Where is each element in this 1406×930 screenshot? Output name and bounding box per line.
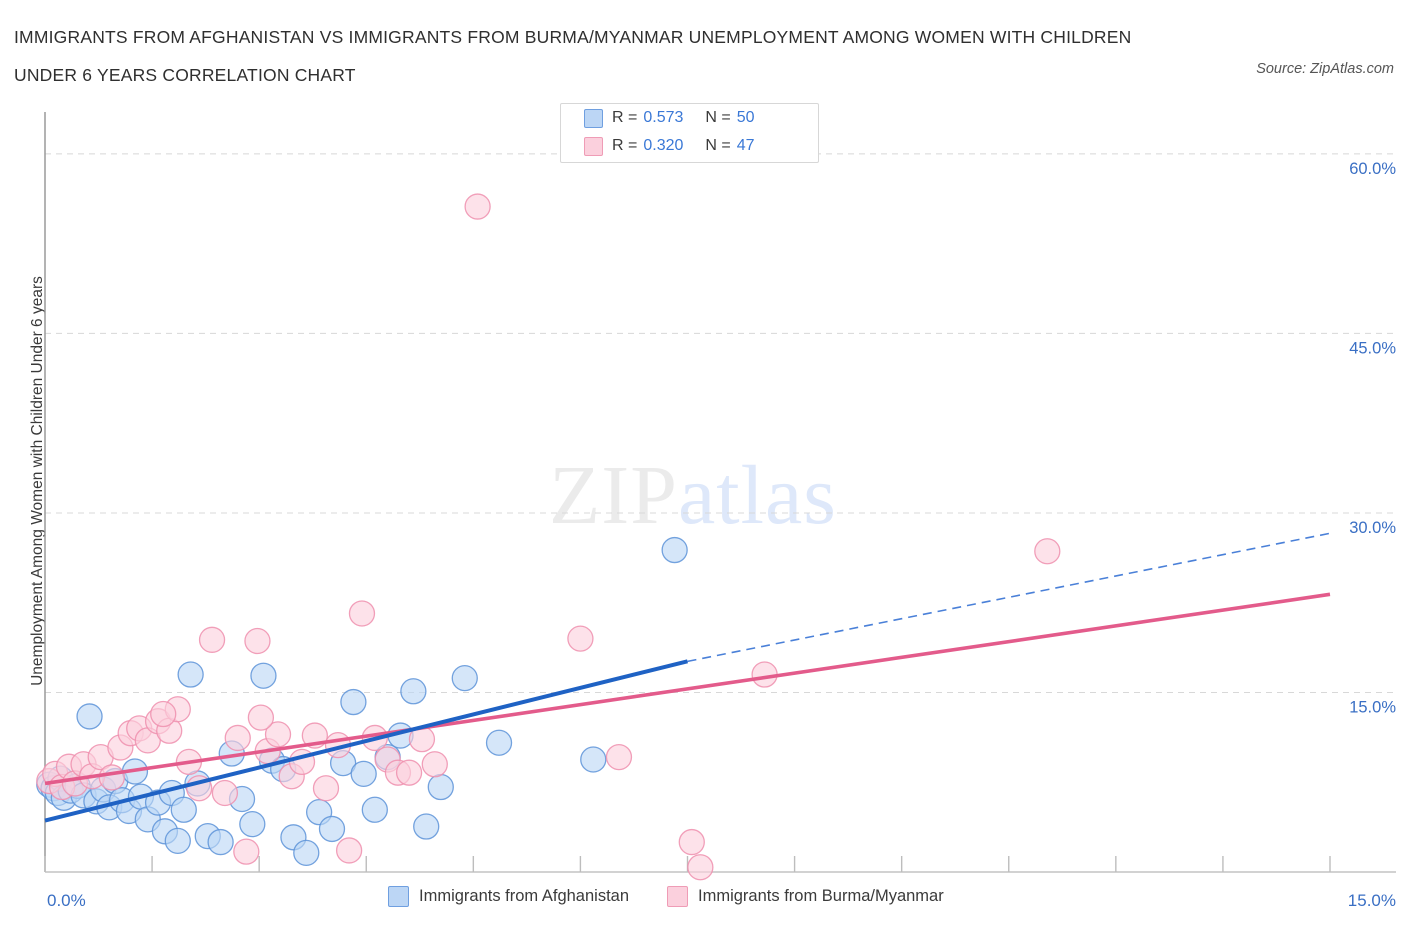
data-point[interactable] (413, 813, 440, 840)
data-point[interactable] (605, 743, 633, 771)
trend-line-burma (44, 592, 1331, 786)
data-point[interactable] (207, 828, 234, 856)
legend-label-burma: Immigrants from Burma/Myanmar (698, 887, 944, 905)
stats-r-value-pink: 0.320 (643, 137, 684, 154)
x-axis-tick-label-min: 0.0% (47, 891, 86, 910)
data-point[interactable] (177, 661, 204, 688)
data-point[interactable] (150, 700, 177, 728)
stats-n-value-pink: 47 (736, 137, 755, 154)
data-point[interactable] (312, 775, 340, 802)
legend-label-afghanistan: Immigrants from Afghanistan (419, 887, 630, 905)
stats-row-burma: R = 0.320 N = 47 (561, 132, 818, 160)
data-point[interactable] (76, 703, 103, 730)
data-point[interactable] (239, 810, 266, 838)
data-point[interactable] (485, 729, 513, 756)
x-axis-tick-label-max: 15.0% (1348, 891, 1396, 910)
data-point[interactable] (247, 704, 275, 731)
y-axis-tick-label: 30.0% (1349, 519, 1396, 537)
watermark: ZIPatlas (549, 447, 837, 544)
stats-n-value-blue: 50 (736, 109, 755, 126)
data-point[interactable] (335, 837, 363, 864)
data-point[interactable] (464, 193, 491, 220)
page-title: IMMIGRANTS FROM AFGHANISTAN VS IMMIGRANT… (14, 18, 1254, 94)
legend-item-afghanistan[interactable]: Immigrants from Afghanistan (388, 886, 629, 907)
chart-legend: Immigrants from Afghanistan Immigrants f… (388, 886, 982, 907)
page-title-line2: UNDER 6 YEARS CORRELATION CHART (14, 65, 356, 85)
data-point[interactable] (348, 600, 376, 627)
data-point[interactable] (678, 828, 705, 856)
data-point[interactable] (170, 796, 197, 823)
data-point[interactable] (264, 721, 292, 748)
stats-swatch-pink (584, 136, 603, 156)
data-point[interactable] (318, 815, 346, 843)
data-point[interactable] (98, 764, 125, 791)
data-point[interactable] (400, 678, 427, 705)
data-point[interactable] (224, 724, 251, 752)
watermark-zip: ZIP (549, 449, 678, 542)
data-point[interactable] (340, 688, 367, 716)
data-point[interactable] (451, 664, 478, 692)
data-point[interactable] (661, 536, 688, 564)
correlation-stats-box: R = 0.573 N = 50 R = 0.320 N = 47 (560, 103, 819, 163)
data-point[interactable] (427, 773, 454, 801)
y-axis-tick-label: 15.0% (1349, 698, 1396, 716)
data-point[interactable] (361, 796, 388, 823)
data-point[interactable] (244, 627, 271, 655)
data-point[interactable] (164, 827, 191, 855)
data-point[interactable] (293, 839, 320, 867)
source-attribution: Source: ZipAtlas.com (1256, 61, 1394, 77)
y-axis-tick-label: 60.0% (1349, 160, 1396, 178)
data-point[interactable] (687, 854, 714, 881)
stats-r-label-blue: R = (612, 109, 638, 126)
stats-swatch-blue (584, 108, 603, 128)
data-point[interactable] (580, 746, 607, 773)
stats-n-label-pink: N = (705, 137, 731, 154)
watermark-atlas: atlas (678, 449, 837, 542)
page-title-line1: IMMIGRANTS FROM AFGHANISTAN VS IMMIGRANT… (14, 27, 1132, 47)
legend-swatch-afghanistan (388, 886, 409, 907)
y-axis-tick-label: 45.0% (1349, 339, 1396, 357)
data-point[interactable] (567, 625, 594, 652)
stats-row-afghanistan: R = 0.573 N = 50 (561, 104, 818, 132)
stats-r-label-pink: R = (612, 137, 638, 154)
data-point[interactable] (421, 751, 448, 778)
series-afghanistan (36, 536, 688, 867)
legend-swatch-burma (667, 886, 689, 907)
data-point[interactable] (211, 779, 239, 807)
stats-n-label-blue: N = (705, 109, 731, 126)
legend-item-burma[interactable]: Immigrants from Burma/Myanmar (667, 886, 944, 907)
trend-line-afghanistan (44, 659, 688, 823)
data-point[interactable] (1034, 538, 1061, 565)
data-point[interactable] (233, 838, 260, 865)
series-burma (36, 193, 1061, 881)
stats-r-value-blue: 0.573 (643, 109, 684, 126)
trend-line-afghanistan-projection (687, 532, 1331, 663)
data-point[interactable] (350, 760, 377, 788)
data-point[interactable] (250, 662, 277, 689)
data-point[interactable] (198, 626, 226, 653)
data-point[interactable] (395, 759, 423, 786)
